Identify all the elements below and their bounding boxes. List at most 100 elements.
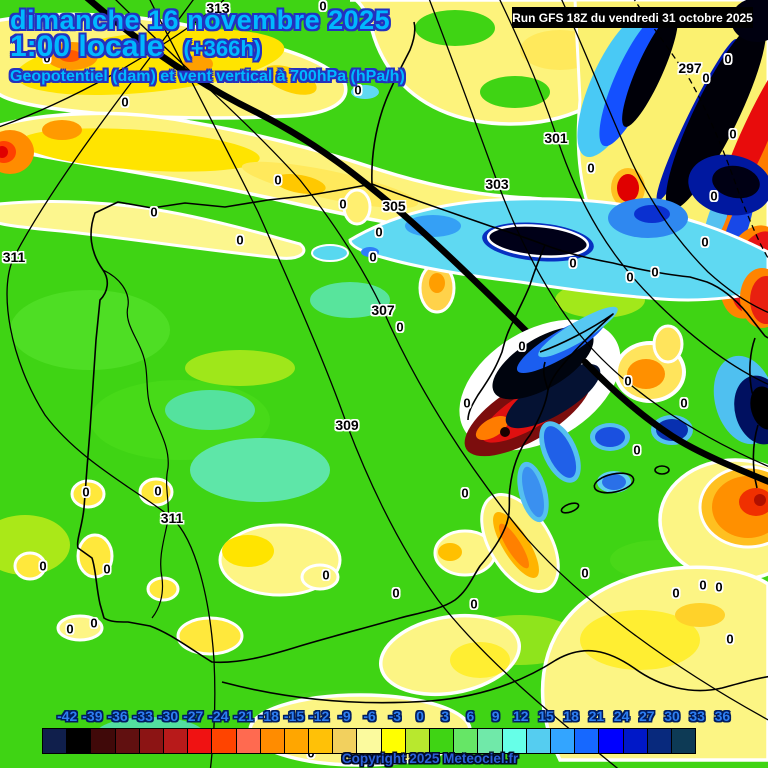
blue-cells-south [517, 268, 768, 523]
zero-label: 0 [236, 232, 244, 248]
zero-label: 0 [354, 82, 362, 98]
zero-label: 0 [274, 172, 282, 188]
colorbar-cell [138, 728, 164, 754]
contour-label: 309 [335, 417, 359, 433]
zero-label: 0 [569, 255, 577, 271]
colorbar-cell [259, 728, 285, 754]
zero-label: 0 [66, 621, 74, 637]
colorbar-tick: 15 [538, 708, 554, 724]
colorbar-cell [429, 728, 455, 754]
colorbar-tick: -36 [107, 708, 128, 724]
coastlines [76, 21, 768, 704]
zero-label: 0 [624, 373, 632, 389]
border-portugal-spain [102, 269, 170, 619]
colorbar-tick: -42 [57, 708, 78, 724]
forecast-local-time: 1:00 locale [10, 30, 164, 63]
yellow-patches-southwest [13, 477, 497, 656]
zero-label: 0 [651, 264, 659, 280]
colorbar-tick: -21 [233, 708, 254, 724]
contour-label: 311 [2, 249, 26, 265]
zero-label: 0 [322, 567, 330, 583]
zero-label: 0 [587, 160, 595, 176]
run-info-box: Run GFS 18Z du vendredi 31 octobre 2025 [512, 7, 753, 28]
zero-label: 0 [518, 338, 526, 354]
zero-label: 0 [680, 395, 688, 411]
zero-label: 0 [729, 126, 737, 142]
green-texture [0, 282, 710, 753]
coast-sardinia [752, 424, 759, 489]
colorbar-cell [42, 728, 68, 754]
map-subtitle: Geopotentiel (dam) et vent vertical à 70… [10, 68, 405, 85]
copyright-text: Copyright 2025 Meteociel.fr [341, 751, 519, 766]
colorbar-tick: 24 [613, 708, 630, 724]
colorbar-cell [670, 728, 697, 754]
zero-label: 0 [392, 585, 400, 601]
island-menorca [654, 465, 670, 475]
zero-label: 0 [39, 558, 47, 574]
colorbar-tick: -6 [363, 708, 376, 724]
yellow-band-second [0, 111, 573, 240]
jet-line-segment-b [581, 358, 768, 485]
contour-label: 297 [678, 60, 702, 76]
zero-label: 0 [150, 204, 158, 220]
colorbar-tick: 30 [664, 708, 680, 724]
coast-france-med [544, 244, 768, 339]
border-pyrenees [371, 183, 546, 246]
zero-label: 0 [581, 565, 589, 581]
colorbar-tick: 0 [416, 708, 424, 724]
zero-label: 0 [724, 51, 732, 67]
contour-label: 311 [160, 510, 184, 526]
colorbar-tick: 36 [714, 708, 731, 724]
color-scale-bar [42, 728, 697, 754]
zero-label: 0 [710, 188, 718, 204]
contour-label: 313 [206, 0, 230, 16]
zero-label: 0 [339, 196, 347, 212]
zero-label: 0 [396, 319, 404, 335]
zero-label: 0 [103, 561, 111, 577]
forecast-offset: (+366h) [183, 36, 262, 61]
jet-line-segment-a [84, 0, 544, 349]
yellow-band-third [0, 200, 306, 260]
zero-label: 0 [672, 585, 680, 601]
small-yellow-patches-north [311, 85, 456, 314]
colorbar-tick: -27 [183, 708, 204, 724]
colorbar-tick: 9 [491, 708, 500, 724]
colorbar-cell [525, 728, 551, 754]
colorbar-cell [114, 728, 140, 754]
zero-label: 0 [461, 485, 469, 501]
zero-label: 0 [702, 70, 710, 86]
contour-label: 301 [544, 130, 568, 146]
zero-label: 0 [369, 249, 377, 265]
zero-label: 0 [633, 442, 641, 458]
colorbar-tick: -24 [208, 708, 229, 724]
zero-label: 0 [701, 234, 709, 250]
contour-label: 307 [371, 302, 395, 318]
colorbar-tick: -33 [132, 708, 153, 724]
colorbar-tick: 12 [513, 708, 529, 724]
forecast-date: dimanche 16 novembre 2025 [10, 5, 391, 35]
island-mallorca [593, 472, 635, 494]
zero-label: 0 [470, 596, 478, 612]
forecast-time-row: 1:00 locale (+366h) [10, 31, 261, 63]
colorbar-tick: -3 [388, 708, 402, 724]
colorbar-tick: -12 [309, 708, 330, 724]
zero-label: 0 [43, 50, 51, 66]
colorbar-tick: -30 [157, 708, 179, 724]
zero-label: 0 [90, 615, 98, 631]
coast-iberia [76, 21, 614, 664]
colorbar-cell [90, 728, 116, 754]
zero-label: 0 [715, 579, 723, 595]
colorbar-tick: 27 [639, 708, 655, 724]
colorbar-cell [622, 728, 648, 754]
orange-cell-midright [614, 324, 686, 403]
colorbar-tick: -18 [258, 708, 279, 724]
coast-north-africa [221, 649, 768, 704]
colorbar-tick: 3 [441, 708, 450, 724]
contour-label: 303 [485, 176, 509, 192]
colorbar-cell [308, 728, 334, 754]
colorbar-cell [162, 728, 189, 754]
